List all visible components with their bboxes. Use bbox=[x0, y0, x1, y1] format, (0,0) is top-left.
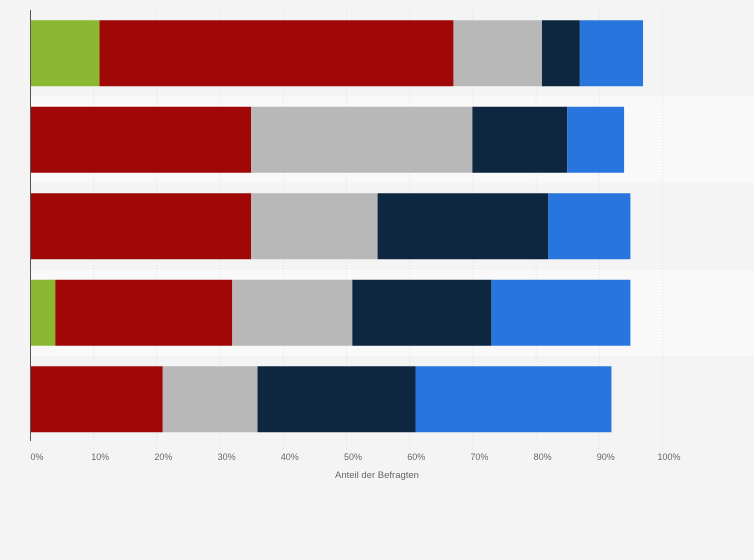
bar-segment bbox=[567, 106, 625, 173]
x-tick-label: 40% bbox=[281, 452, 299, 462]
x-axis-ticks: 0% 10% 20% 30% 40% 50% 60% 70% 80% 90% 100% bbox=[30, 452, 680, 462]
bar-segment bbox=[99, 20, 454, 87]
x-tick-label: 50% bbox=[344, 452, 362, 462]
bar-segment bbox=[30, 20, 100, 87]
bar-segment bbox=[548, 193, 631, 260]
bar-segment bbox=[415, 366, 612, 433]
bar-segment bbox=[30, 366, 163, 433]
x-tick-label: 100% bbox=[657, 452, 680, 462]
bar-segment bbox=[232, 279, 353, 346]
bar-segment bbox=[30, 106, 252, 173]
bar-segment bbox=[377, 193, 549, 260]
x-tick-label: 60% bbox=[407, 452, 425, 462]
x-tick-label: 20% bbox=[154, 452, 172, 462]
bar-segment bbox=[352, 279, 492, 346]
bar-segment bbox=[55, 279, 233, 346]
x-tick-label: 30% bbox=[218, 452, 236, 462]
bar-segment bbox=[162, 366, 258, 433]
x-axis-title: Anteil der Befragten bbox=[335, 470, 419, 481]
bar-segment bbox=[251, 106, 473, 173]
x-tick-label: 70% bbox=[470, 452, 488, 462]
bar-segment bbox=[579, 20, 644, 87]
x-tick-label: 90% bbox=[597, 452, 615, 462]
x-tick-label: 10% bbox=[91, 452, 109, 462]
bar-segment bbox=[251, 193, 378, 260]
bar-segment bbox=[453, 20, 542, 87]
bars bbox=[30, 20, 644, 433]
bar-segment bbox=[257, 366, 416, 433]
x-tick-label: 0% bbox=[30, 452, 43, 462]
bar-segment bbox=[472, 106, 568, 173]
bar-segment bbox=[541, 20, 580, 87]
bar-segment bbox=[491, 279, 631, 346]
bar-segment bbox=[30, 193, 252, 260]
bar-segment bbox=[30, 279, 56, 346]
x-tick-label: 80% bbox=[534, 452, 552, 462]
